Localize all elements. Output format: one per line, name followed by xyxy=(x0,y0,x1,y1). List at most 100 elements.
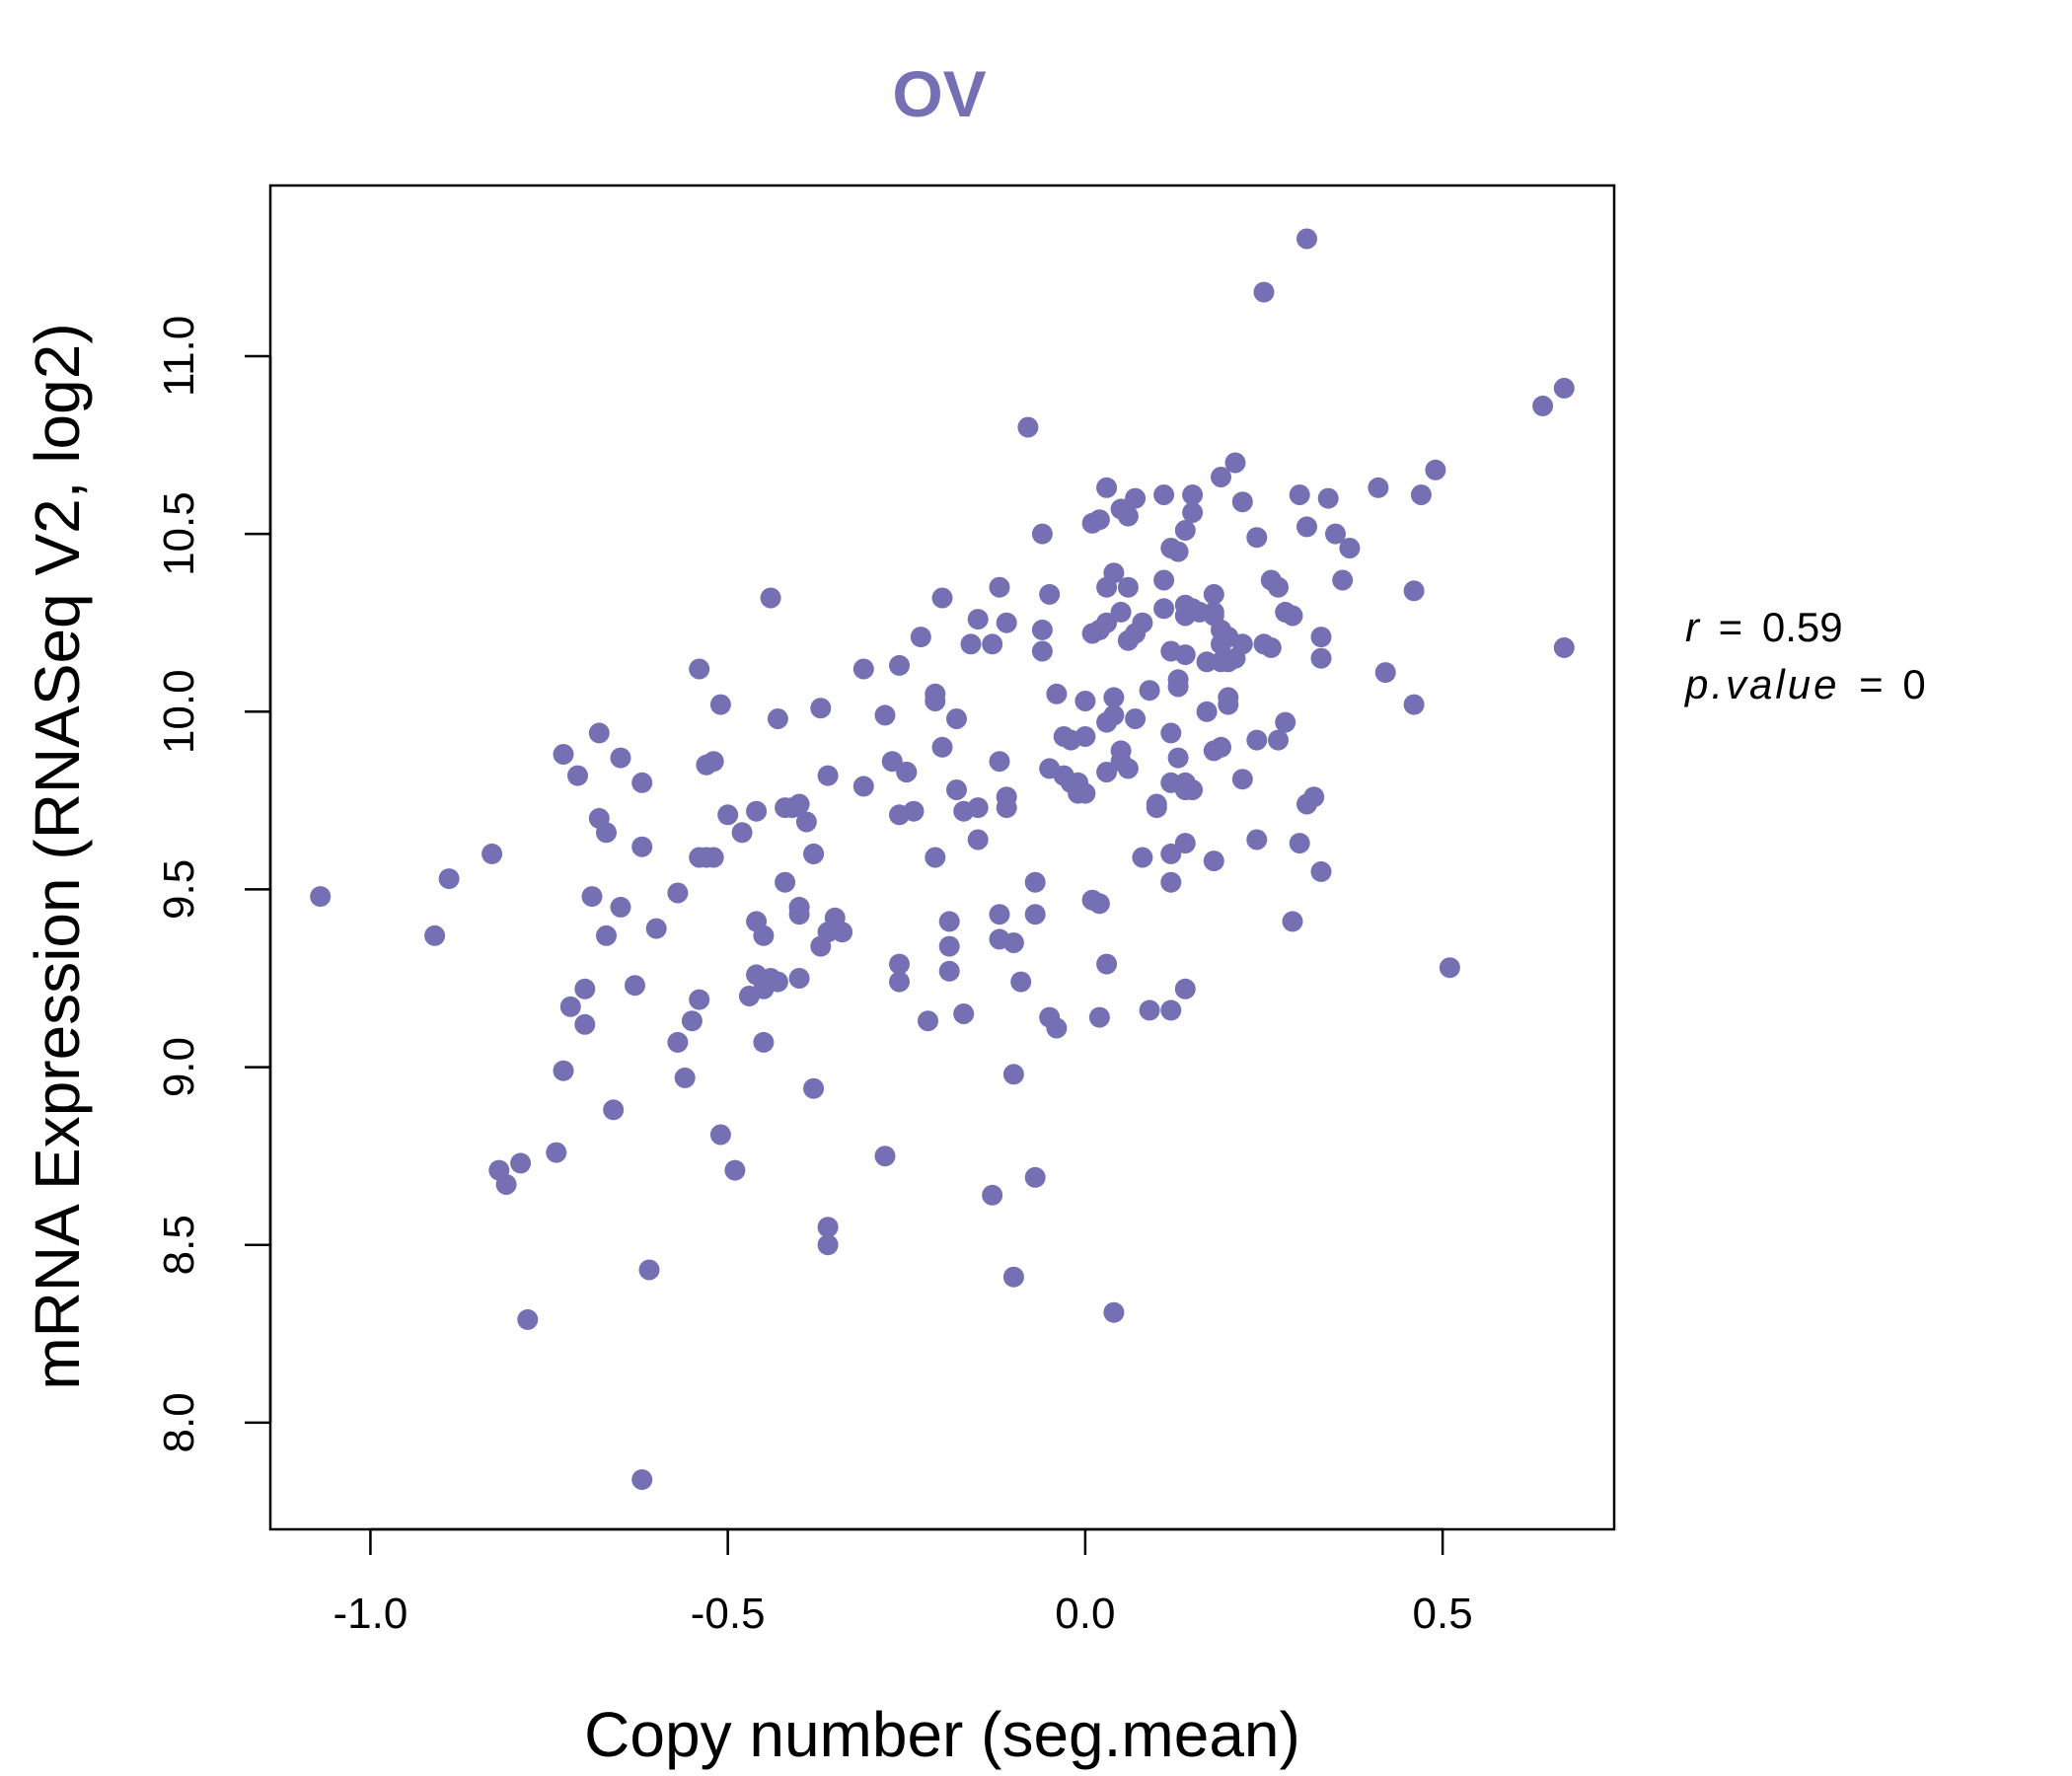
p-symbol: p.value xyxy=(1683,661,1839,707)
data-point xyxy=(596,822,617,844)
data-point xyxy=(703,751,724,773)
data-point xyxy=(1553,377,1575,399)
data-point xyxy=(852,658,874,680)
data-point xyxy=(1125,708,1147,729)
data-point xyxy=(881,751,903,773)
data-point xyxy=(889,971,910,993)
data-point xyxy=(424,925,446,946)
data-point xyxy=(1024,871,1046,893)
data-point xyxy=(960,633,982,655)
data-point xyxy=(495,1174,517,1195)
chart-title: OV xyxy=(892,57,986,130)
data-point xyxy=(896,762,918,782)
data-point xyxy=(1196,651,1218,673)
data-point xyxy=(1031,523,1053,545)
data-point xyxy=(689,658,710,680)
data-point xyxy=(610,747,631,769)
data-point xyxy=(1325,523,1346,545)
data-point xyxy=(588,722,610,744)
p-equals: = xyxy=(1859,661,1884,707)
data-point xyxy=(803,843,825,864)
data-point xyxy=(1167,669,1189,691)
y-tick-label: 8.0 xyxy=(155,1392,203,1452)
data-point xyxy=(1439,957,1460,979)
data-point xyxy=(1167,747,1189,769)
data-point xyxy=(1002,932,1024,953)
data-point xyxy=(1203,583,1224,605)
y-axis: 8.0 8.5 9.0 9.5 10.0 10.5 11.0 xyxy=(155,316,272,1452)
data-point xyxy=(1174,833,1196,854)
data-point xyxy=(1153,569,1175,591)
data-point xyxy=(1110,601,1132,623)
data-point xyxy=(788,968,810,989)
x-axis: -1.0 -0.5 0.0 0.5 xyxy=(333,1527,1473,1638)
data-point xyxy=(753,925,775,946)
data-point xyxy=(1211,736,1231,758)
data-point xyxy=(1088,1006,1110,1028)
data-point xyxy=(574,1013,596,1035)
data-point xyxy=(1182,484,1204,505)
data-point xyxy=(788,793,810,815)
data-point xyxy=(1339,538,1361,558)
data-point xyxy=(760,587,781,609)
data-point xyxy=(1174,644,1196,666)
data-point xyxy=(709,1124,731,1146)
y-tick-label: 8.5 xyxy=(155,1215,203,1275)
data-point xyxy=(832,922,853,943)
data-point xyxy=(709,694,731,715)
data-point xyxy=(1074,782,1096,804)
data-point xyxy=(1296,516,1317,538)
data-point xyxy=(795,811,817,833)
data-point xyxy=(1303,786,1325,808)
data-point xyxy=(803,1077,825,1099)
data-point xyxy=(631,836,653,857)
data-point xyxy=(1125,487,1147,509)
data-point xyxy=(1196,701,1218,722)
data-point xyxy=(1425,459,1446,481)
data-point xyxy=(1031,619,1053,640)
r-symbol: r xyxy=(1685,604,1701,650)
data-point xyxy=(1002,1266,1024,1288)
data-point xyxy=(553,744,574,765)
data-point xyxy=(1310,647,1332,669)
data-point xyxy=(1046,1017,1068,1039)
data-point xyxy=(1182,502,1204,523)
data-point xyxy=(1410,484,1432,505)
data-point xyxy=(1231,769,1253,790)
data-point xyxy=(1160,722,1182,744)
data-point xyxy=(1088,509,1110,531)
y-axis-label: mRNA Expression (RNASeq V2, log2) xyxy=(22,323,93,1389)
data-point xyxy=(1160,999,1182,1021)
data-point xyxy=(1103,562,1125,584)
data-point xyxy=(674,1067,696,1088)
data-point xyxy=(1117,505,1139,527)
data-point xyxy=(574,978,596,999)
svg-text:r = 0.59: r = 0.59 xyxy=(1685,604,1843,650)
data-point xyxy=(767,708,788,729)
data-point xyxy=(931,587,953,609)
data-point xyxy=(1103,1301,1125,1323)
svg-text:p.value = 0: p.value = 0 xyxy=(1683,661,1926,707)
data-point xyxy=(689,989,710,1010)
data-point xyxy=(910,627,931,648)
data-point xyxy=(1282,605,1303,627)
data-point xyxy=(746,800,768,822)
x-axis-label: Copy number (seg.mean) xyxy=(584,1699,1300,1770)
data-point xyxy=(982,1184,1003,1206)
x-tick-label: -1.0 xyxy=(333,1590,408,1638)
data-point xyxy=(918,1010,938,1032)
y-tick-label: 9.0 xyxy=(155,1037,203,1097)
x-tick-label: 0.5 xyxy=(1413,1590,1473,1638)
data-point xyxy=(1110,740,1132,762)
data-point xyxy=(567,765,588,786)
data-point xyxy=(953,1003,975,1024)
data-point xyxy=(1096,762,1118,782)
data-point xyxy=(810,698,832,719)
data-point xyxy=(938,911,960,932)
data-point xyxy=(1074,726,1096,747)
data-point xyxy=(1074,691,1096,711)
data-point xyxy=(1146,797,1167,819)
data-point xyxy=(931,736,953,758)
data-point xyxy=(625,975,645,997)
data-point xyxy=(1310,627,1332,648)
